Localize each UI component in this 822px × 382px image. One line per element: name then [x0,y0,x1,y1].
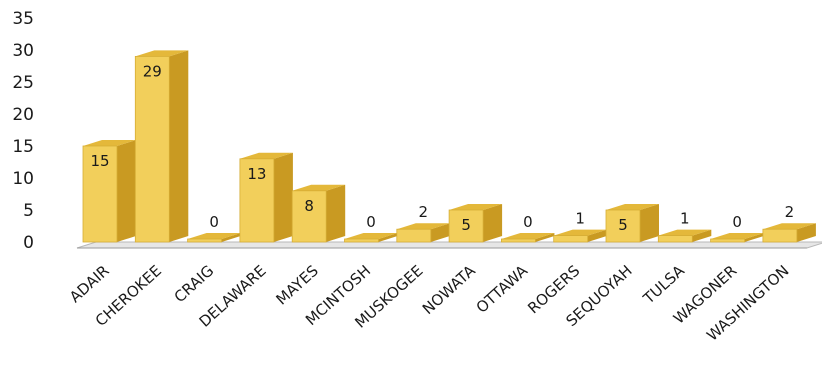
bar [396,228,432,243]
bar-top [135,50,189,57]
data-label: 0 [732,213,742,231]
bar-side [430,223,450,242]
y-tick-label: 15 [12,137,34,157]
x-tick-label: ADAIR [66,262,113,307]
bar-side [221,233,241,242]
data-label: 1 [680,210,690,228]
y-tick-label: 20 [12,105,34,125]
bar-top [449,204,503,210]
chart-floor [76,241,822,249]
y-tick-label: 10 [12,169,34,189]
data-label: 5 [461,216,471,234]
data-label: 2 [785,203,795,221]
bar-top [710,233,764,239]
data-label: 13 [247,165,266,183]
data-label: 0 [523,213,533,231]
bar [448,209,484,243]
y-tick-label: 35 [12,9,34,29]
bar-side [378,233,398,242]
bar [762,228,798,243]
bar-side [796,223,816,242]
x-tick-label: TULSA [639,261,688,308]
bar-top [292,184,346,191]
bar-side [744,233,764,242]
bar [500,238,536,243]
data-label: 0 [366,213,376,231]
bar-top [239,152,293,159]
data-label: 0 [209,213,219,231]
data-label: 15 [90,152,109,170]
bar [710,238,745,243]
bar-top [396,223,450,230]
bar [134,56,170,243]
bar-side [273,152,293,242]
data-label: 2 [419,203,429,221]
bar [82,145,118,243]
y-tick-label: 25 [12,73,34,93]
x-tick-label: CRAIG [171,262,218,307]
bar [187,238,223,243]
x-tick-label: OTTAWA [473,261,532,317]
y-tick-label: 0 [23,233,34,253]
data-label: 29 [143,62,162,80]
bar-side [483,204,503,242]
data-label: 1 [575,210,585,228]
bar [291,190,327,243]
y-tick-label: 5 [23,201,34,221]
y-tick-label: 30 [12,41,34,61]
bar-top [501,233,555,239]
bar [657,235,693,243]
bar-side [535,233,555,242]
bar-side [587,229,607,242]
bar-side [692,229,712,242]
bar-side [326,184,346,242]
bar-top [187,233,241,239]
bar-top [606,204,659,210]
x-tick-label: NOWATA [419,261,479,318]
bar-top [83,140,136,146]
bar-top [344,233,398,239]
bar-top [553,229,607,236]
bar-side [640,204,659,242]
x-tick-label: MAYES [273,262,322,309]
bar-side [117,140,136,242]
bar-side [169,50,189,243]
bar [344,238,379,243]
data-label: 8 [304,197,314,215]
bar-top [658,229,712,236]
data-label: 5 [618,216,628,234]
bar [553,235,589,243]
bar-top [762,223,816,230]
bar [605,209,641,243]
bar [239,158,275,243]
